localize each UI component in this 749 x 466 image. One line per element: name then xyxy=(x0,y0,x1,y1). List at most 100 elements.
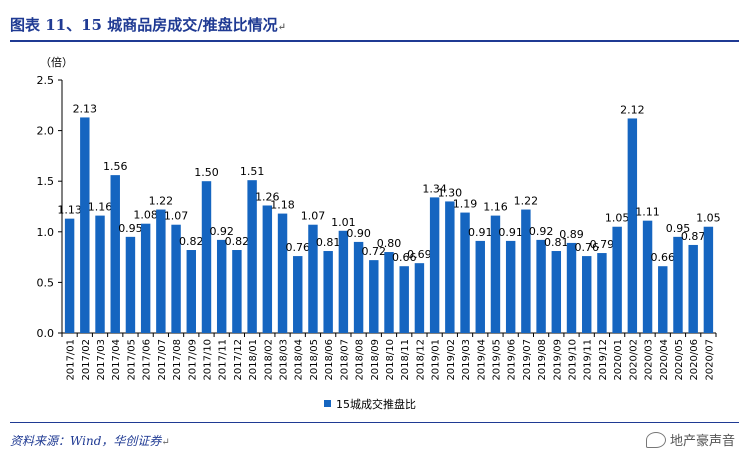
x-tick-label: 2017/01 xyxy=(66,339,77,381)
data-label: 0.82 xyxy=(225,235,250,248)
data-label: 0.89 xyxy=(559,228,584,241)
source-divider xyxy=(10,422,739,423)
x-tick-label: 2019/10 xyxy=(568,339,579,381)
x-tick-label: 2017/06 xyxy=(142,339,153,381)
data-label: 0.91 xyxy=(468,226,493,239)
x-tick-label: 2018/11 xyxy=(400,339,411,381)
bar-2017-01 xyxy=(64,218,75,333)
data-label: 0.72 xyxy=(362,245,387,258)
data-label: 1.19 xyxy=(453,198,478,211)
wechat-icon xyxy=(645,431,666,448)
data-label: 0.90 xyxy=(346,227,371,240)
x-tick-label: 2020/05 xyxy=(674,339,685,381)
data-label: 0.91 xyxy=(498,226,523,239)
bar-2019-04 xyxy=(475,240,485,333)
x-tick-label: 2017/12 xyxy=(233,339,244,381)
bar-2019-08 xyxy=(536,239,546,333)
data-label: 0.76 xyxy=(574,241,599,254)
x-tick-label: 2017/04 xyxy=(111,339,122,381)
y-tick-label: 2.0 xyxy=(37,125,55,138)
bar-2020-05 xyxy=(673,236,683,333)
data-label: 1.50 xyxy=(194,166,219,179)
bar-2018-03 xyxy=(277,213,288,333)
data-label: 1.13 xyxy=(57,204,82,217)
source-note: 资料来源：Wind，华创证券↵ xyxy=(10,432,170,449)
x-tick-label: 2019/03 xyxy=(461,339,472,381)
data-label: 0.95 xyxy=(118,222,143,235)
bar-2017-10 xyxy=(201,181,212,333)
bar-2019-11 xyxy=(582,256,592,333)
data-label: 1.26 xyxy=(255,190,280,203)
bar-2020-01 xyxy=(612,226,622,333)
bar-2018-05 xyxy=(308,224,318,333)
bar-2018-06 xyxy=(323,251,333,333)
x-tick-label: 2019/07 xyxy=(522,339,533,381)
data-label: 1.22 xyxy=(514,195,539,208)
bar-2019-02 xyxy=(445,201,455,333)
x-tick-label: 2017/02 xyxy=(81,339,92,381)
x-tick-label: 2019/05 xyxy=(491,339,502,381)
x-tick-label: 2018/10 xyxy=(385,339,396,381)
x-tick-label: 2017/10 xyxy=(202,339,213,381)
bar-2020-03 xyxy=(642,220,653,333)
data-label: 1.56 xyxy=(103,160,128,173)
legend-swatch xyxy=(324,400,331,407)
bar-2019-10 xyxy=(566,242,577,333)
x-tick-label: 2019/04 xyxy=(476,339,487,381)
x-tick-label: 2020/03 xyxy=(644,339,655,381)
data-label: 1.16 xyxy=(483,201,508,214)
watermark: 地产豪声音 xyxy=(645,430,735,449)
bar-2017-03 xyxy=(95,215,105,333)
x-tick-label: 2018/08 xyxy=(355,339,366,381)
x-tick-label: 2017/11 xyxy=(218,339,229,381)
bar-2018-01 xyxy=(247,180,257,333)
watermark-text: 地产豪声音 xyxy=(669,434,735,449)
y-tick-label: 0.0 xyxy=(37,327,55,340)
bar-2019-01 xyxy=(429,197,440,333)
x-tick-label: 2020/06 xyxy=(689,339,700,381)
figure-title-text: 图表 11、15 城商品房成交/推盘比情况 xyxy=(10,16,278,34)
data-label: 1.01 xyxy=(331,216,356,229)
legend-label: 15城成交推盘比 xyxy=(336,397,416,411)
x-tick-label: 2020/07 xyxy=(704,339,715,381)
data-label: 1.30 xyxy=(438,186,463,199)
bar-2018-11 xyxy=(399,266,409,333)
data-label: 0.81 xyxy=(544,236,569,249)
source-text: 资料来源：Wind，华创证券 xyxy=(10,434,162,448)
data-label: 0.79 xyxy=(590,238,615,251)
y-tick-label: 1.5 xyxy=(37,175,55,188)
x-tick-label: 2018/09 xyxy=(370,339,381,381)
title-divider xyxy=(10,40,739,42)
data-label: 0.80 xyxy=(377,237,402,250)
bar-2017-09 xyxy=(186,250,196,333)
x-tick-label: 2018/12 xyxy=(415,339,426,381)
data-label: 1.07 xyxy=(301,210,326,223)
bar-2019-06 xyxy=(505,240,516,333)
y-tick-label: 0.5 xyxy=(37,276,55,289)
return-mark-source: ↵ xyxy=(161,437,170,448)
x-tick-label: 2019/06 xyxy=(507,339,518,381)
data-label: 1.11 xyxy=(635,206,660,219)
data-label: 1.16 xyxy=(88,201,113,214)
x-tick-label: 2018/04 xyxy=(294,339,305,381)
x-tick-label: 2018/06 xyxy=(324,339,335,381)
data-label: 1.51 xyxy=(240,165,265,178)
bar-2018-02 xyxy=(262,205,273,333)
bar-2017-02 xyxy=(80,117,90,333)
x-tick-label: 2019/01 xyxy=(431,339,442,381)
x-tick-label: 2019/02 xyxy=(446,339,457,381)
x-tick-label: 2018/07 xyxy=(339,339,350,381)
x-tick-label: 2019/08 xyxy=(537,339,548,381)
bar-2020-06 xyxy=(688,244,698,333)
data-label: 1.05 xyxy=(605,212,630,225)
data-label: 1.05 xyxy=(696,212,721,225)
data-label: 0.92 xyxy=(529,225,554,238)
x-tick-label: 2018/05 xyxy=(309,339,320,381)
x-tick-label: 2017/05 xyxy=(126,339,137,381)
bar-2020-04 xyxy=(658,266,668,333)
x-tick-label: 2017/03 xyxy=(96,339,107,381)
bar-2018-10 xyxy=(384,252,394,333)
x-tick-label: 2019/09 xyxy=(552,339,563,381)
bar-2017-11 xyxy=(216,239,227,333)
data-label: 2.13 xyxy=(73,102,98,115)
